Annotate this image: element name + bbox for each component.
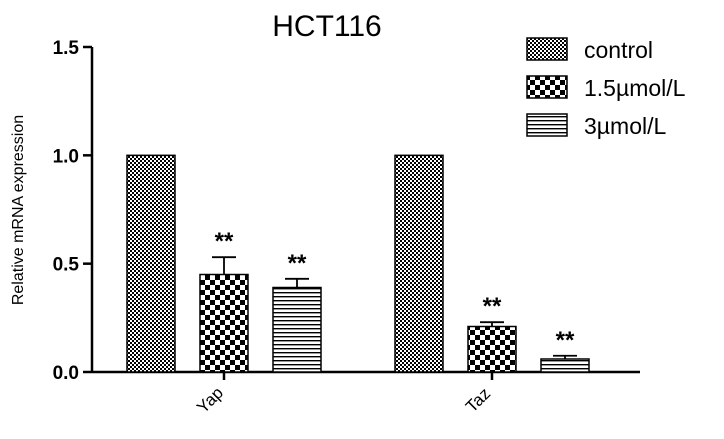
legend-swatch (526, 113, 568, 137)
bar (199, 273, 249, 373)
bar (467, 325, 517, 373)
x-tick-label: Yap (193, 383, 227, 417)
y-axis-label: Relative mRNA expression (10, 115, 27, 305)
y-tick-label: 0.5 (53, 255, 80, 276)
bar (126, 154, 176, 373)
bar (272, 286, 322, 373)
legend-label: control (584, 37, 653, 63)
significance-label: ** (288, 250, 307, 277)
y-tick-label: 1.0 (53, 146, 79, 167)
y-tick-label: 1.5 (53, 38, 80, 59)
bar (394, 154, 444, 373)
y-tick-label: 0.0 (53, 363, 79, 384)
legend-label: 1.5µmol/L (584, 75, 686, 101)
significance-label: ** (215, 228, 234, 255)
chart-title: HCT116 (272, 10, 381, 43)
legend-swatch (526, 37, 568, 61)
significance-label: ** (483, 293, 502, 320)
bars: ** ** ** ** (126, 154, 590, 373)
legend: control 1.5µmol/L 3µmol/L (526, 37, 686, 139)
significance-label: ** (556, 327, 575, 354)
x-tick-label: Taz (462, 384, 494, 416)
legend-label: 3µmol/L (584, 113, 666, 139)
legend-swatch (526, 75, 568, 99)
bar (540, 358, 590, 373)
